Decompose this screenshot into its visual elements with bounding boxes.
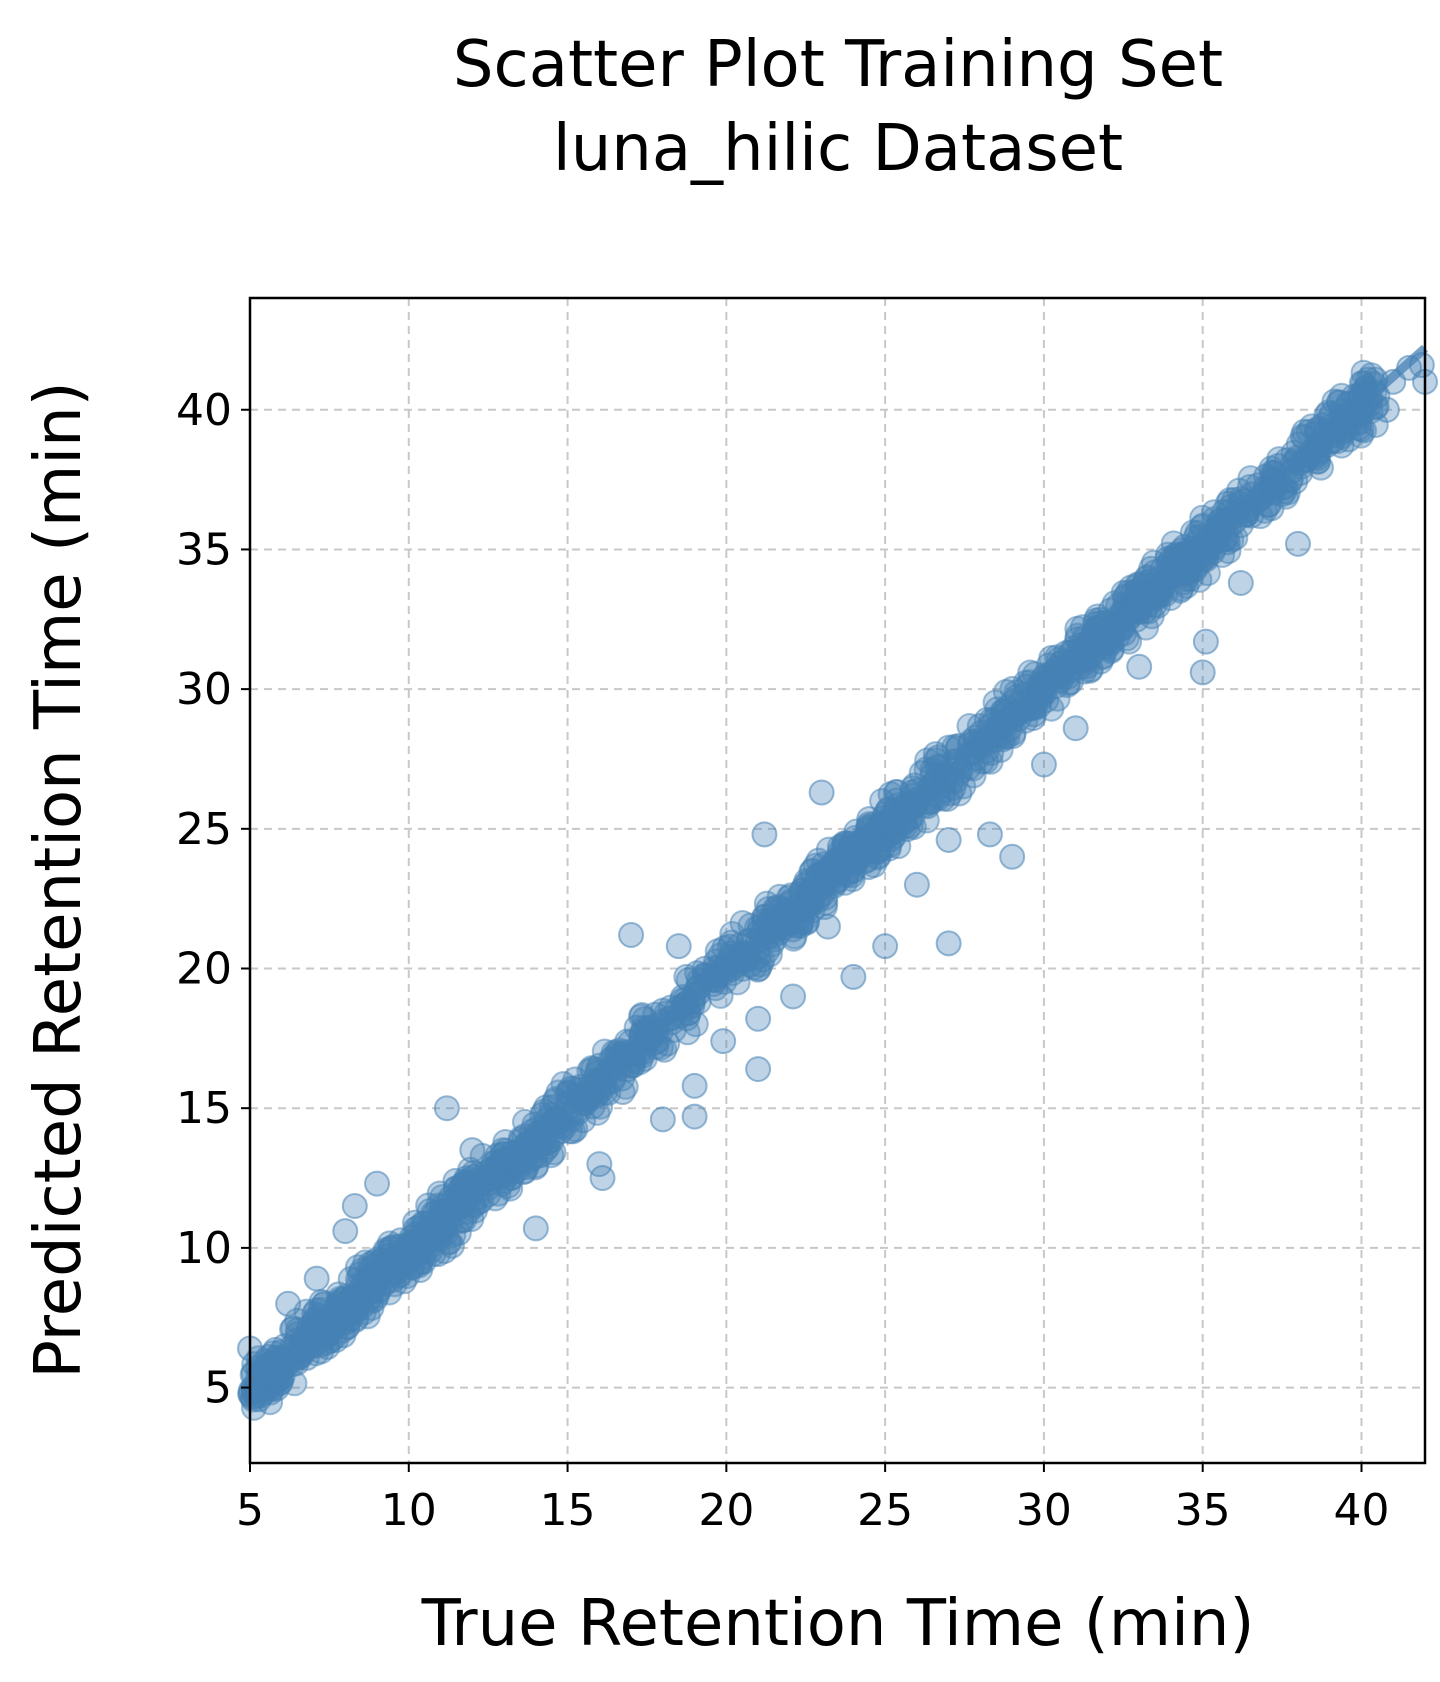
scatter-point: [457, 1156, 484, 1183]
scatter-point: [1218, 526, 1245, 553]
scatter-point: [357, 1250, 384, 1277]
scatter-point: [935, 826, 962, 853]
chart-title: Scatter Plot Training Set luna_hilic Dat…: [453, 28, 1223, 186]
scatter-point: [882, 779, 909, 806]
y-tick-label: 40: [176, 385, 232, 436]
y-tick-label: 20: [176, 944, 232, 995]
scatter-point: [1284, 530, 1311, 557]
scatter-point: [1030, 751, 1057, 778]
scatter-point: [840, 963, 867, 990]
x-tick-label: 30: [1016, 1485, 1072, 1536]
plot-frame: [248, 296, 1427, 1465]
scatter-point: [710, 1028, 737, 1055]
scatter-point: [864, 844, 891, 871]
x-tick-label: 40: [1333, 1485, 1389, 1536]
x-axis-label: True Retention Time (min): [421, 1587, 1255, 1661]
x-tick-label: 15: [540, 1485, 596, 1536]
y-tick-label: 15: [176, 1083, 232, 1134]
y-tick-label: 10: [176, 1223, 232, 1274]
scatter-point: [1099, 636, 1126, 663]
scatter-point: [1189, 659, 1216, 686]
scatter-point: [1192, 628, 1219, 655]
scatter-point: [833, 830, 860, 857]
scatter-points: [237, 352, 1438, 1421]
chart-title-line-2: luna_hilic Dataset: [553, 112, 1123, 186]
scatter-point: [719, 921, 746, 948]
scatter-point: [1062, 715, 1089, 742]
scatter-point: [433, 1095, 460, 1122]
scatter-point: [618, 921, 645, 948]
scatter-point: [586, 1151, 613, 1178]
scatter-point: [741, 954, 768, 981]
scatter-point: [1064, 622, 1091, 649]
scatter-point: [341, 1192, 368, 1219]
scatter-point: [838, 862, 865, 889]
x-tick-label: 10: [381, 1485, 437, 1536]
scatter-point: [364, 1170, 391, 1197]
chart-title-line-1: Scatter Plot Training Set: [453, 28, 1223, 102]
scatter-point: [665, 933, 692, 960]
scatter-point: [522, 1215, 549, 1242]
scatter-point: [303, 1265, 330, 1292]
scatter-point: [869, 787, 896, 814]
scatter-point: [1227, 569, 1254, 596]
scatter-point: [649, 1106, 676, 1133]
y-axis-ticks: 5 10 15 20 25 30 35 40: [176, 385, 250, 1414]
scatter-point: [673, 963, 700, 990]
scatter-point: [1044, 685, 1071, 712]
scatter-point: [976, 821, 1003, 848]
scatter-point: [281, 1370, 308, 1397]
scatter-point: [1126, 653, 1153, 680]
scatter-point: [780, 983, 807, 1010]
scatter-point: [542, 1086, 569, 1113]
scatter-point: [808, 779, 835, 806]
scatter-point: [1168, 575, 1195, 602]
scatter-point: [935, 930, 962, 957]
y-tick-label: 5: [204, 1363, 232, 1414]
fit-line-group: [247, 344, 1428, 1396]
y-tick-label: 35: [176, 524, 232, 575]
fit-line: [247, 344, 1428, 1396]
scatter-point: [999, 843, 1026, 870]
y-tick-label: 30: [176, 664, 232, 715]
x-tick-label: 5: [236, 1485, 264, 1536]
scatter-point: [511, 1108, 538, 1135]
scatter-point: [903, 871, 930, 898]
scatter-point: [681, 1072, 708, 1099]
scatter-point: [745, 1056, 772, 1083]
scatter-point: [681, 1103, 708, 1130]
scatter-point: [424, 1241, 451, 1268]
x-tick-label: 35: [1175, 1485, 1231, 1536]
x-tick-label: 25: [857, 1485, 913, 1536]
scatter-point: [745, 1005, 772, 1032]
y-tick-label: 25: [176, 804, 232, 855]
x-axis-ticks: 5 10 15 20 25 30 35 40: [236, 1463, 1389, 1536]
scatter-point: [332, 1218, 359, 1245]
y-axis-label: Predicted Retention Time (min): [22, 381, 96, 1378]
x-tick-label: 20: [698, 1485, 754, 1536]
scatter-point: [751, 821, 778, 848]
scatter-point: [872, 933, 899, 960]
scatter-point: [885, 833, 912, 860]
